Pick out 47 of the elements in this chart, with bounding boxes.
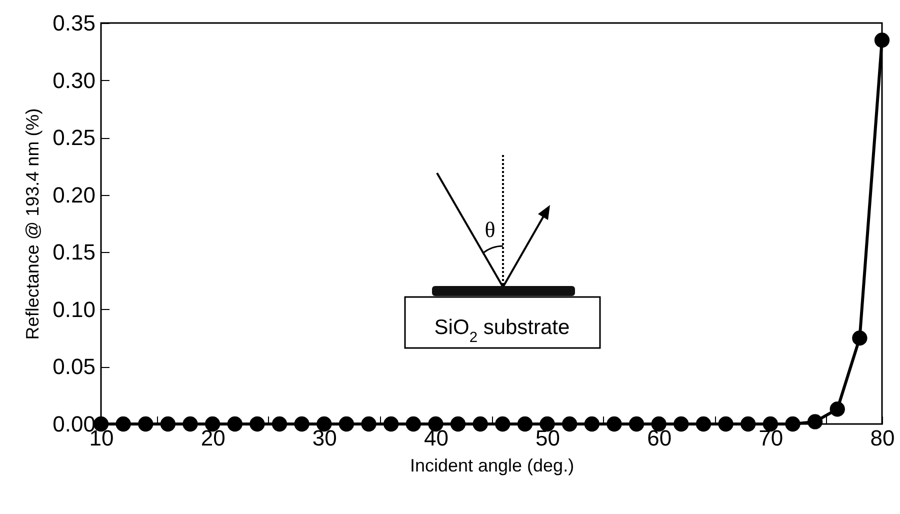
y-tick-label: 0.05 [52, 354, 96, 380]
point [562, 416, 578, 432]
annotation: θ [484, 217, 496, 242]
y-tick-label: 0.20 [52, 182, 96, 208]
point [182, 416, 198, 432]
point [740, 416, 756, 432]
y-tick-label: 0.25 [52, 125, 96, 150]
y-tick-label: 0.30 [52, 68, 96, 93]
x-tick-label: 80 [870, 426, 895, 450]
point [472, 416, 488, 432]
x-tick-label: 60 [647, 426, 672, 450]
x-tick-label: 50 [536, 426, 560, 450]
point [495, 416, 510, 432]
x-tick-label: 40 [424, 426, 448, 450]
point [674, 416, 689, 432]
annotation: SiO$_{2}$ substrate [434, 316, 570, 346]
point [718, 416, 734, 432]
point [584, 416, 600, 432]
point [227, 416, 242, 432]
point [628, 416, 644, 432]
point [450, 416, 466, 432]
point [807, 414, 823, 430]
y-axis-title: Reflectance @ 193.4 nm (%) [22, 108, 43, 340]
point [338, 416, 354, 432]
point [830, 402, 845, 417]
x-axis-title: Incident angle (deg.) [410, 456, 574, 476]
point [852, 330, 868, 346]
point [294, 416, 310, 432]
point [606, 416, 622, 432]
point [272, 416, 288, 432]
point [874, 32, 890, 48]
point [785, 416, 800, 432]
point [116, 416, 131, 432]
y-tick-label: 0.10 [52, 296, 96, 322]
point [517, 416, 533, 432]
point [361, 416, 376, 432]
y-tick-label: 0.35 [52, 10, 96, 36]
point [250, 416, 265, 432]
point [406, 416, 421, 432]
y-tick-label: 0.15 [52, 240, 96, 265]
x-tick-label: 20 [200, 426, 226, 450]
point [384, 416, 399, 432]
point [160, 416, 176, 432]
x-tick-label: 70 [758, 426, 784, 450]
point [138, 416, 154, 432]
point [696, 416, 712, 432]
x-tick-label: 30 [312, 426, 337, 450]
